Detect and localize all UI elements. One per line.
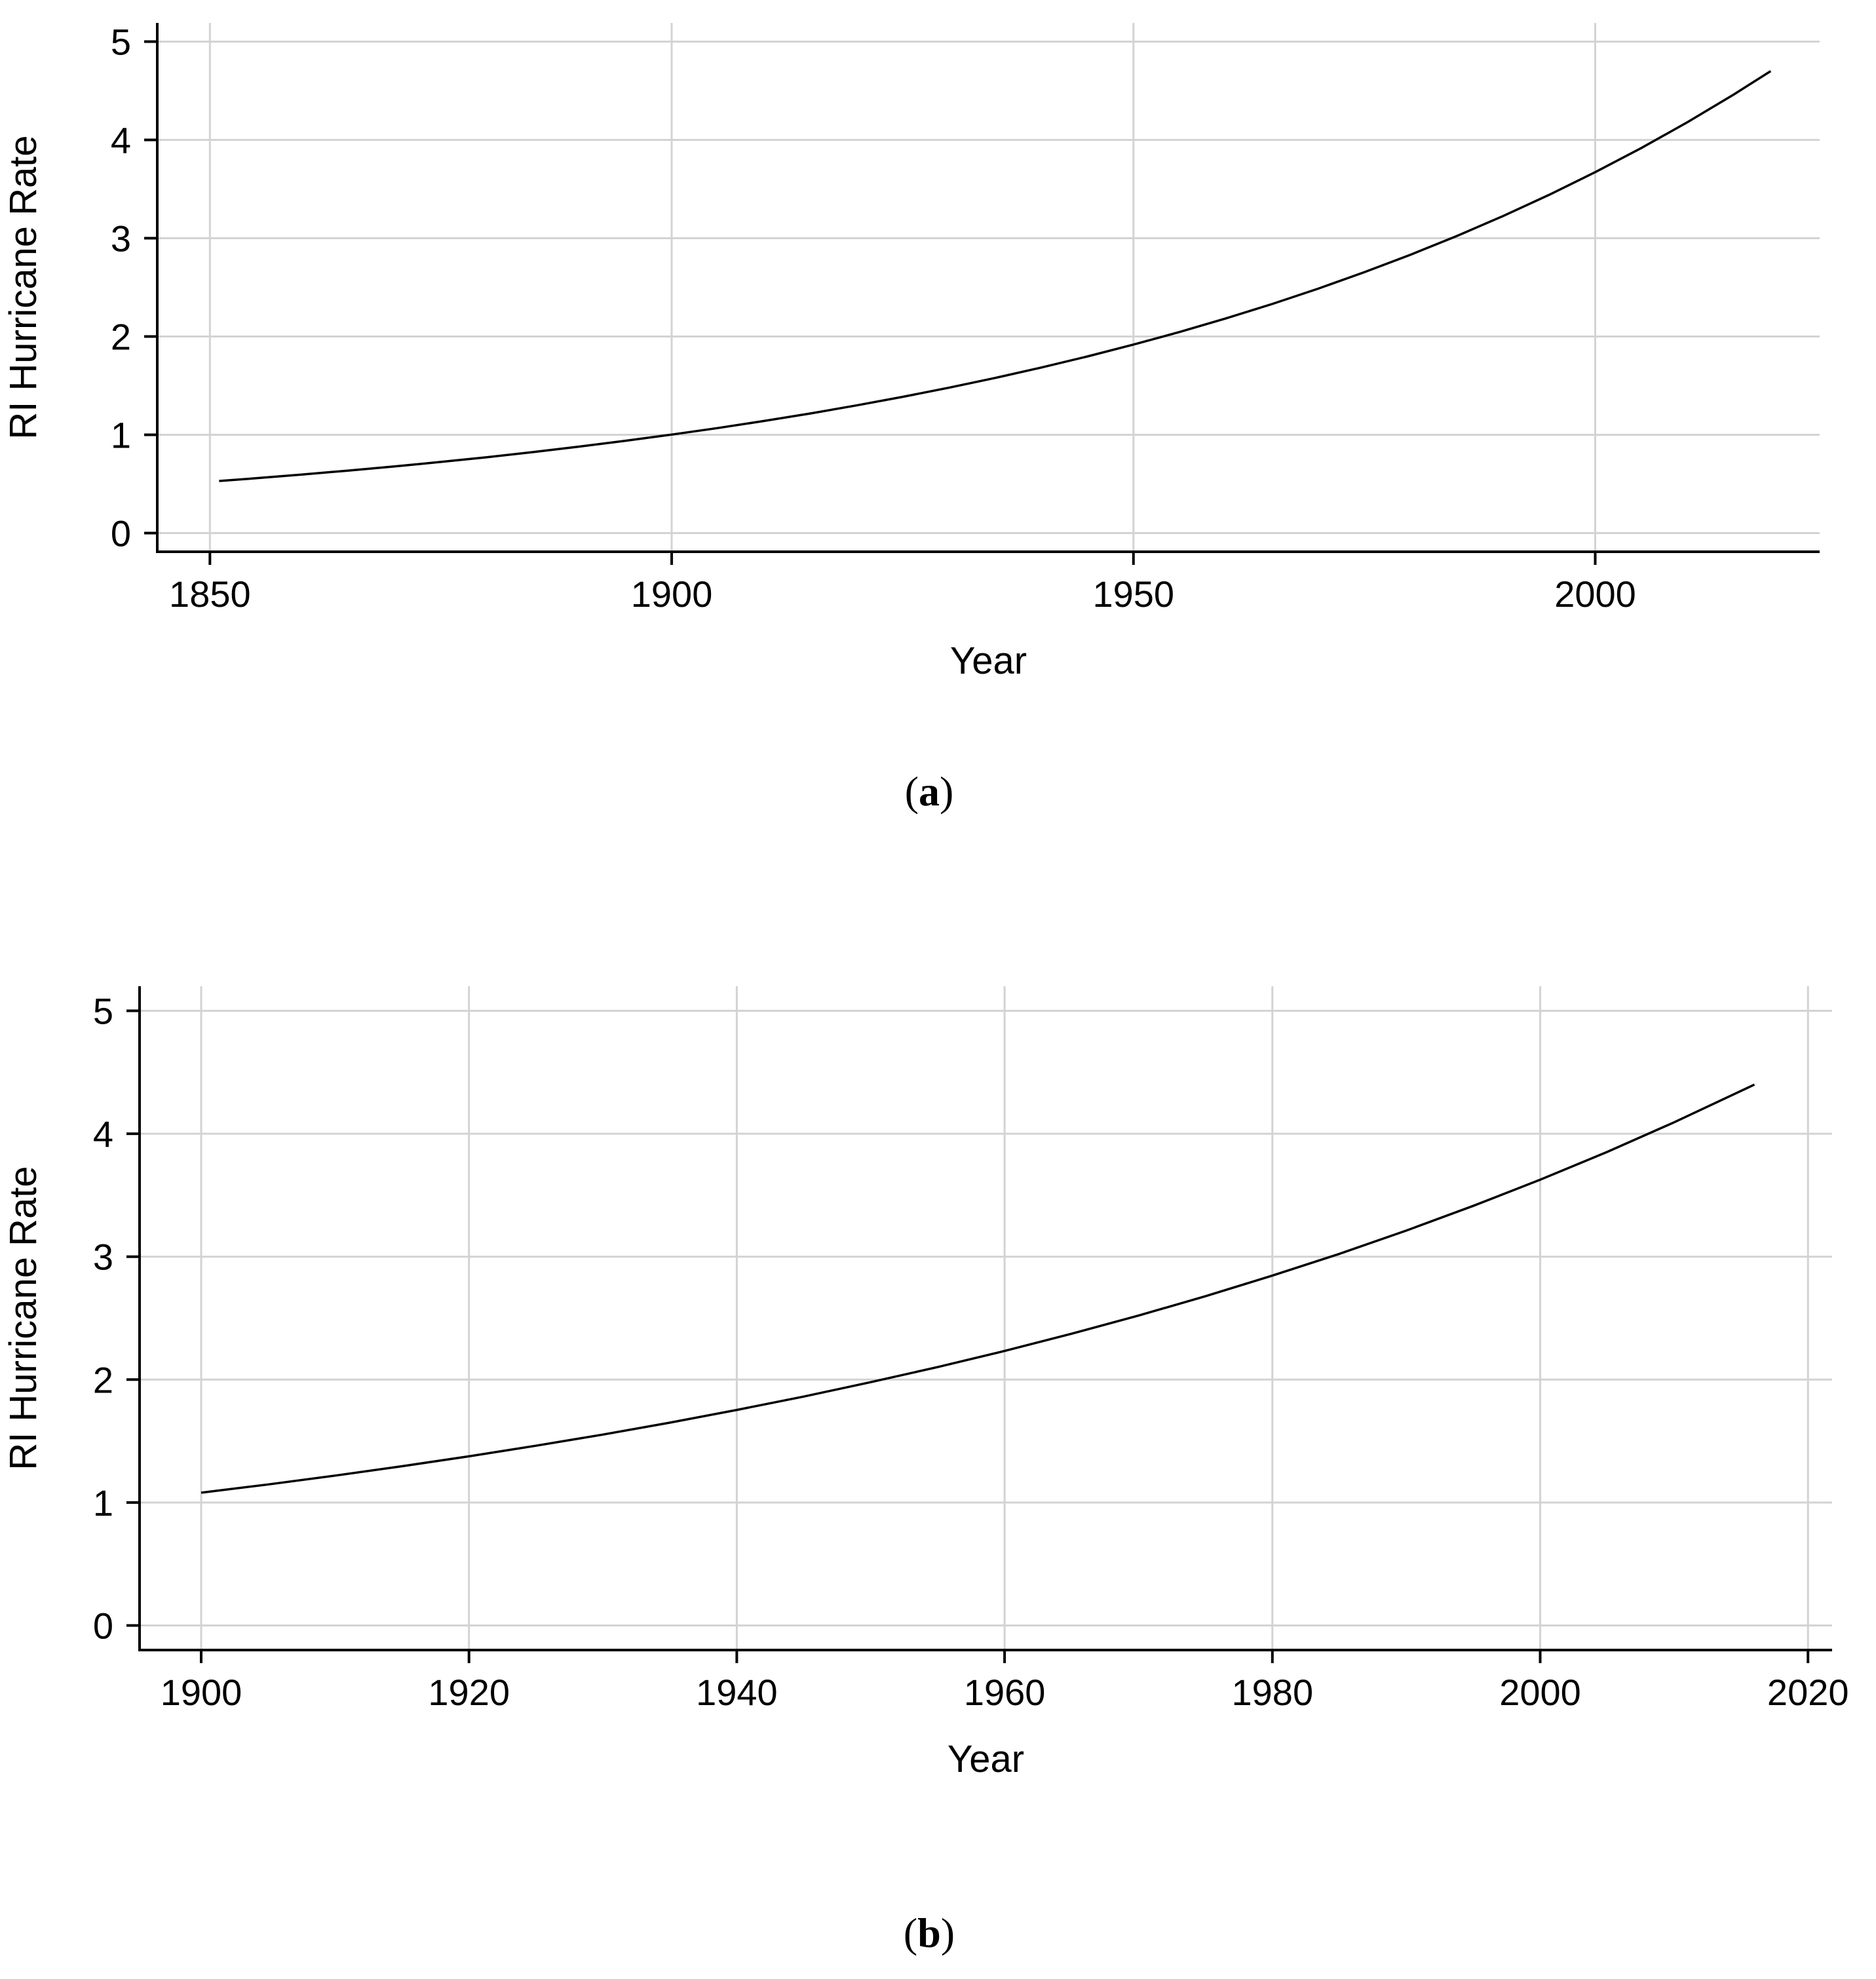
caption-b-close: ) xyxy=(941,1910,955,1956)
chart-b-axes xyxy=(138,986,1832,1651)
x-axis-title-a: Year xyxy=(950,640,1027,682)
chart-a-axes xyxy=(156,23,1820,553)
x-tick-label: 2000 xyxy=(1499,1672,1581,1713)
y-tick-label: 4 xyxy=(93,1113,113,1155)
caption-a-open: ( xyxy=(905,768,919,815)
x-tick-label: 2020 xyxy=(1767,1672,1849,1713)
chart-b-tick-labels: 1900 1920 1940 1960 1980 2000 2020 0 1 2 3 4 5 xyxy=(93,991,1849,1713)
x-tick-label: 2000 xyxy=(1554,573,1636,615)
y-tick-label: 0 xyxy=(111,513,131,554)
caption-b-open: ( xyxy=(904,1910,917,1956)
chart-b-tick-marks xyxy=(126,1009,1810,1663)
x-tick-label: 1960 xyxy=(964,1672,1046,1713)
y-tick-label: 2 xyxy=(111,317,131,358)
y-axis-title-b: RI Hurricane Rate xyxy=(2,1166,45,1470)
caption-b: (b) xyxy=(904,1910,955,1956)
y-tick-label: 1 xyxy=(111,415,131,456)
caption-a-close: ) xyxy=(940,768,953,815)
x-tick-label: 1900 xyxy=(631,573,713,615)
caption-b-letter: b xyxy=(917,1910,941,1956)
y-tick-label: 5 xyxy=(111,22,131,63)
y-tick-label: 2 xyxy=(93,1359,113,1400)
y-tick-label: 0 xyxy=(93,1605,113,1646)
chart-a: 1850 1900 1950 2000 0 1 2 3 4 5 Year RI Hurricane… xyxy=(2,22,1820,815)
caption-a-letter: a xyxy=(919,768,940,815)
y-tick-label: 1 xyxy=(93,1482,113,1524)
chart-b-gridlines xyxy=(140,986,1832,1650)
x-tick-label: 1940 xyxy=(696,1672,778,1713)
chart-a-tick-marks xyxy=(144,40,1597,565)
y-tick-label: 4 xyxy=(111,120,131,161)
x-tick-label: 1850 xyxy=(169,573,251,615)
chart-a-tick-labels: 1850 1900 1950 2000 0 1 2 3 4 5 xyxy=(111,22,1636,615)
x-tick-label: 1900 xyxy=(161,1672,242,1713)
rate-curve-b xyxy=(201,1083,1755,1494)
x-tick-label: 1950 xyxy=(1092,573,1174,615)
chart-a-gridlines xyxy=(157,23,1820,552)
x-tick-label: 1920 xyxy=(428,1672,510,1713)
y-tick-label: 3 xyxy=(111,218,131,259)
rate-curve-a xyxy=(219,70,1772,482)
y-tick-label: 5 xyxy=(93,991,113,1032)
y-axis-title-a: RI Hurricane Rate xyxy=(2,135,45,439)
x-tick-label: 1980 xyxy=(1232,1672,1314,1713)
caption-a: (a) xyxy=(905,768,954,815)
y-tick-label: 3 xyxy=(93,1237,113,1278)
x-axis-title-b: Year xyxy=(948,1738,1024,1780)
